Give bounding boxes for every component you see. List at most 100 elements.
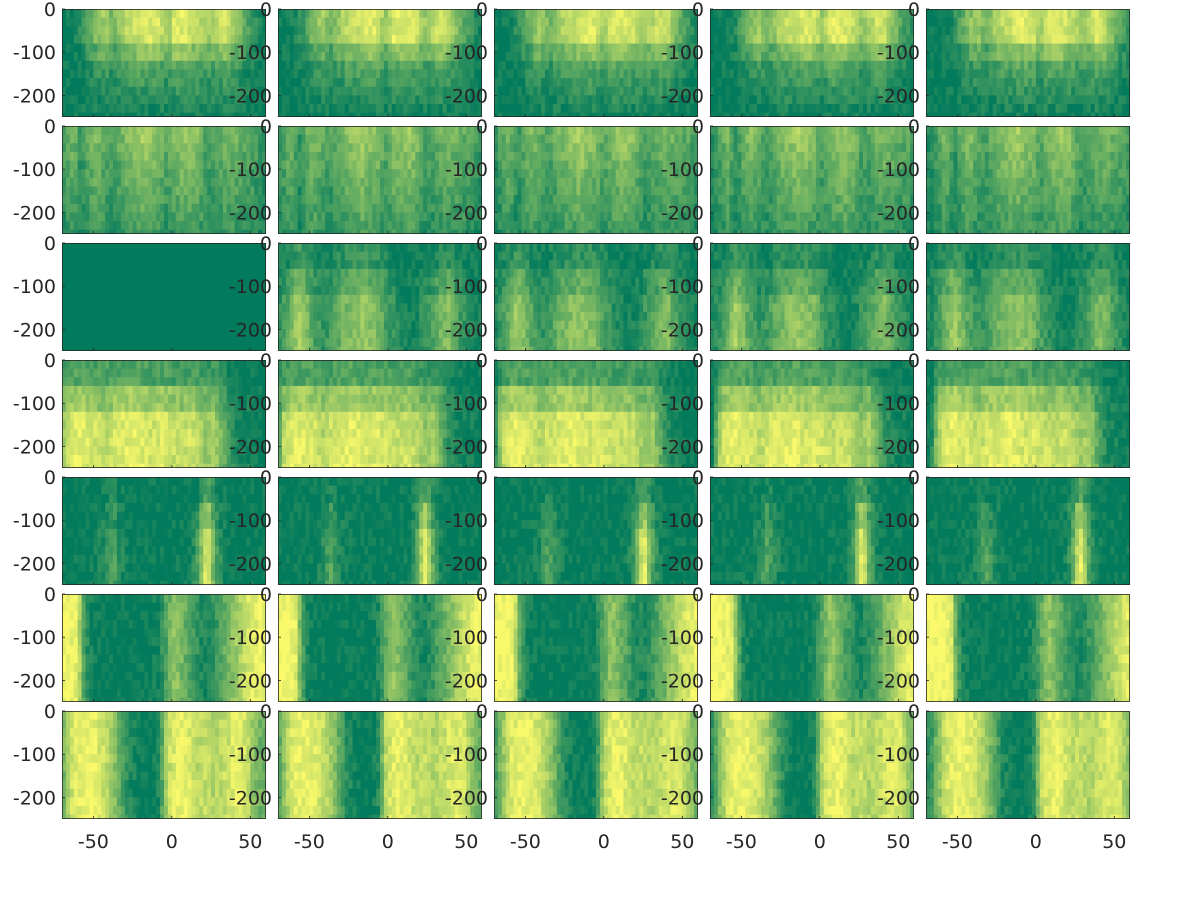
heatmap-cell: [568, 9, 574, 19]
heatmap-cell: [152, 143, 157, 153]
heatmap-cell: [262, 134, 266, 144]
heatmap-cell: [258, 126, 263, 136]
heatmap-cell: [941, 26, 947, 36]
heatmap-cell: [859, 26, 864, 36]
heatmap-cell: [941, 112, 947, 117]
heatmap-cell: [281, 95, 287, 105]
heatmap-cell: [305, 78, 310, 88]
heatmap-cell: [344, 34, 350, 45]
heatmap-cell: [383, 126, 389, 136]
heatmap-cell: [179, 134, 185, 144]
heatmap-cell: [478, 126, 482, 136]
heatmap-cell: [156, 169, 161, 179]
heatmap-cell: [497, 143, 503, 153]
heatmap-cell: [336, 43, 342, 53]
heatmap-cell: [980, 78, 986, 88]
heatmap-cell: [446, 95, 452, 105]
heatmap-cell: [474, 78, 479, 88]
heatmap-cell: [301, 169, 307, 179]
heatmap-cell: [376, 177, 381, 188]
heatmap-cell: [179, 112, 185, 117]
heatmap-cell: [431, 17, 436, 27]
heatmap-cell: [101, 160, 106, 170]
heatmap-cell: [584, 95, 589, 105]
heatmap-cell: [230, 60, 236, 71]
heatmap-cell: [580, 60, 585, 71]
heatmap-cell: [211, 112, 216, 117]
heatmap-cell: [1118, 26, 1123, 36]
heatmap-cell: [497, 134, 503, 144]
heatmap-cell: [81, 17, 87, 27]
heatmap-cell: [391, 143, 397, 153]
heatmap-cell: [941, 43, 947, 53]
heatmap-cell: [211, 221, 216, 231]
heatmap-cell: [666, 26, 672, 36]
heatmap-cell: [1082, 104, 1088, 114]
heatmap-cell: [124, 104, 130, 114]
heatmap-cell: [93, 143, 98, 153]
heatmap-cell: [124, 169, 130, 179]
heatmap-cell: [254, 52, 259, 62]
heatmap-cell: [1122, 78, 1127, 88]
heatmap-cell: [309, 52, 314, 62]
heatmap-cell: [772, 69, 778, 79]
heatmap-cell: [572, 17, 577, 27]
heatmap-cell: [450, 43, 456, 53]
heatmap-cell: [207, 52, 212, 62]
heatmap-cell: [937, 17, 943, 27]
heatmap-cell: [238, 34, 244, 45]
heatmap-cell: [113, 69, 118, 79]
heatmap-cell: [980, 52, 986, 62]
heatmap-cell: [120, 221, 126, 231]
heatmap-cell: [831, 34, 837, 45]
heatmap-cell: [643, 104, 648, 114]
heatmap-cell: [497, 52, 503, 62]
heatmap-cell: [929, 17, 935, 27]
heatmap-cell: [128, 9, 134, 19]
heatmap-cell: [352, 134, 358, 144]
heatmap-cell: [733, 86, 739, 96]
heatmap-cell: [195, 169, 200, 179]
heatmap-cell: [592, 52, 597, 62]
heatmap-cell: [878, 69, 884, 79]
heatmap-cell: [336, 195, 342, 205]
heatmap-cell: [969, 86, 974, 96]
heatmap-cell: [666, 104, 672, 114]
heatmap-cell: [1024, 52, 1029, 62]
heatmap-cell: [368, 9, 373, 19]
heatmap-cell: [859, 86, 864, 96]
heatmap-cell: [682, 104, 687, 114]
heatmap-cell: [250, 134, 255, 144]
heatmap-cell: [945, 52, 951, 62]
heatmap-cell: [682, 95, 687, 105]
heatmap-cell: [1020, 26, 1025, 36]
heatmap-cell: [1031, 95, 1037, 105]
heatmap-cell: [478, 104, 482, 114]
heatmap-cell: [446, 69, 452, 79]
heatmap-cell: [533, 78, 538, 88]
heatmap-cell: [556, 134, 562, 144]
heatmap-cell: [360, 52, 365, 62]
heatmap-cell: [427, 26, 432, 36]
heatmap-cell: [631, 112, 636, 117]
heatmap-cell: [344, 60, 350, 71]
heatmap-cell: [596, 78, 601, 88]
heatmap-cell: [678, 86, 683, 96]
heatmap-cell: [949, 69, 955, 79]
heatmap-cell: [635, 78, 640, 88]
heatmap-cell: [1024, 26, 1029, 36]
heatmap-cell: [132, 34, 138, 45]
heatmap-cell: [313, 229, 318, 234]
heatmap-cell: [533, 112, 538, 117]
heatmap-cell: [262, 52, 266, 62]
heatmap-cell: [427, 78, 432, 88]
heatmap-cell: [391, 43, 397, 53]
heatmap-cell: [584, 26, 589, 36]
heatmap-cell: [222, 78, 228, 88]
heatmap-cell: [1110, 60, 1115, 71]
heatmap-cell: [863, 26, 868, 36]
heatmap-cell: [376, 52, 381, 62]
heatmap-cell: [1086, 9, 1092, 19]
heatmap-cell: [969, 60, 974, 71]
heatmap-cell: [97, 221, 102, 231]
